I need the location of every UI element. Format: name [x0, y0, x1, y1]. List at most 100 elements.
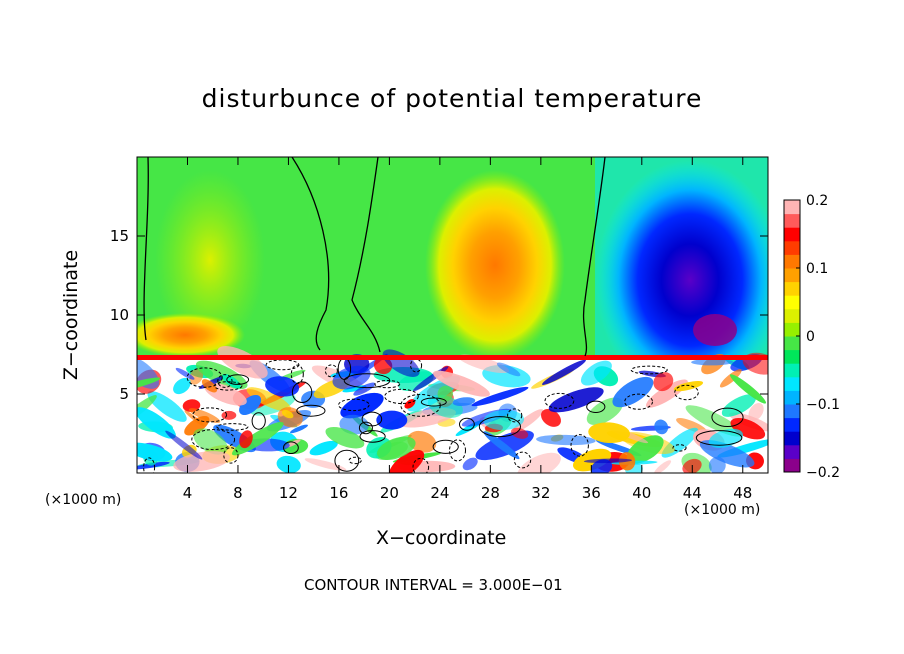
turbulence-blob	[376, 410, 408, 430]
contour-loop	[296, 404, 326, 417]
turbulence-blob	[748, 403, 764, 421]
turbulence-blob	[239, 430, 253, 449]
turbulence-blob	[583, 458, 632, 464]
contour-loop	[226, 374, 250, 385]
turbulence-blob	[137, 377, 161, 391]
contour-loop	[290, 364, 304, 384]
inversion-band	[137, 355, 768, 360]
colorbar-ticks: 0.2 0.1 0 −0.1 −0.2	[796, 193, 840, 481]
contour-loop	[459, 417, 475, 431]
contour-loop	[217, 374, 233, 388]
turbulence-blob	[626, 435, 664, 464]
turbulence-blob	[517, 452, 561, 473]
x-tick-label: 4	[183, 484, 193, 502]
contour-loop	[216, 423, 249, 431]
colorbar-tick-label: −0.1	[806, 397, 840, 413]
colorbar-segment	[784, 240, 800, 255]
x-tick-label: 36	[582, 484, 601, 502]
turbulence-blob	[332, 365, 371, 390]
contour-loop	[624, 393, 653, 410]
turbulence-blob	[676, 418, 708, 434]
y-tick-label: 10	[110, 306, 129, 324]
turbulence-blob	[173, 377, 191, 395]
heatmap-field	[137, 157, 768, 473]
x-tick-label: 8	[233, 484, 243, 502]
colorbar-tick-label: 0	[806, 329, 815, 345]
x-tick-label: 16	[329, 484, 348, 502]
chart-title: disturbunce of potential temperature	[201, 84, 703, 113]
turbulence-blob	[471, 386, 529, 407]
turbulence-blob	[201, 379, 218, 393]
contour-interval-label: CONTOUR INTERVAL = 3.000E−01	[304, 576, 563, 594]
colorbar-segment	[784, 458, 800, 473]
x-unit-left: (×1000 m)	[45, 492, 122, 508]
colorbar-segment	[784, 431, 800, 446]
x-tick-label: 48	[733, 484, 752, 502]
colorbar-segment	[784, 417, 800, 432]
colorbar-segment	[784, 227, 800, 242]
turbulence-blob	[165, 430, 203, 460]
colorbar-segment	[784, 268, 800, 283]
turbulence-blob	[433, 370, 490, 397]
colorbar-segment	[784, 308, 800, 323]
left-warm-band	[137, 313, 245, 357]
colorbar-tick-label: 0.2	[806, 193, 828, 209]
contour-loop	[478, 416, 521, 438]
turbulence-blob	[580, 360, 612, 386]
y-tick-label: 5	[119, 385, 129, 403]
turbulence-blob	[496, 362, 521, 377]
contour-loop	[291, 381, 313, 404]
contour-loop	[586, 400, 606, 413]
contour-loop	[449, 439, 466, 462]
contour-loop	[186, 367, 223, 388]
turbulence-blob	[246, 387, 291, 412]
colorbar-tick-label: −0.2	[806, 465, 840, 481]
x-tick-label: 24	[430, 484, 449, 502]
turbulence-blob	[437, 385, 454, 402]
turbulence-blob	[290, 424, 308, 434]
turbulence-blob	[462, 457, 478, 471]
colorbar-tick-label: 0.1	[806, 261, 828, 277]
turbulence-blob	[685, 405, 743, 437]
colorbar-segment	[784, 281, 800, 296]
turbulence-blob	[265, 376, 300, 397]
y-ticks: 5 10 15	[110, 227, 768, 403]
x-tick-label: 12	[279, 484, 298, 502]
turbulence-blob	[612, 376, 654, 408]
boundary-layer-noise	[137, 346, 768, 473]
turbulence-blob	[353, 382, 376, 396]
turbulence-blob	[407, 430, 437, 453]
x-ticks: 4 8 12 16 20 24 28 32 36 40 44 48	[183, 157, 752, 502]
turbulence-blob	[325, 426, 365, 449]
zero-contour-3	[351, 157, 381, 353]
x-axis-label: X−coordinate	[376, 527, 507, 549]
turbulence-blob	[147, 391, 187, 422]
turbulence-blob	[239, 394, 262, 416]
turbulence-blob	[388, 449, 425, 473]
turbulence-blob	[340, 392, 384, 419]
turbulence-blob	[184, 415, 210, 436]
contour-loop	[513, 451, 532, 469]
turbulence-blob	[377, 436, 416, 460]
contour-loop	[695, 430, 743, 446]
turbulence-blob	[536, 434, 596, 446]
contour-loop	[570, 434, 589, 457]
turbulence-blob	[221, 410, 237, 420]
contour-loop	[338, 398, 370, 412]
turbulence-blob	[699, 440, 755, 468]
colorbar-segment	[784, 404, 800, 419]
contour-loop	[358, 421, 373, 435]
contour-loop	[251, 412, 266, 430]
turbulence-blob	[542, 359, 586, 385]
contour-loop	[374, 380, 401, 389]
contour-loop	[672, 444, 687, 452]
colorbar-segment	[784, 376, 800, 391]
x-tick-label: 44	[683, 484, 702, 502]
zero-contour-2	[291, 157, 330, 351]
contour-loop	[213, 381, 243, 391]
contour-loop	[324, 364, 338, 378]
colorbar-segment	[784, 213, 800, 228]
contour-loop	[143, 457, 156, 473]
contour-loop	[384, 388, 419, 404]
left-yellow-region	[155, 170, 265, 350]
